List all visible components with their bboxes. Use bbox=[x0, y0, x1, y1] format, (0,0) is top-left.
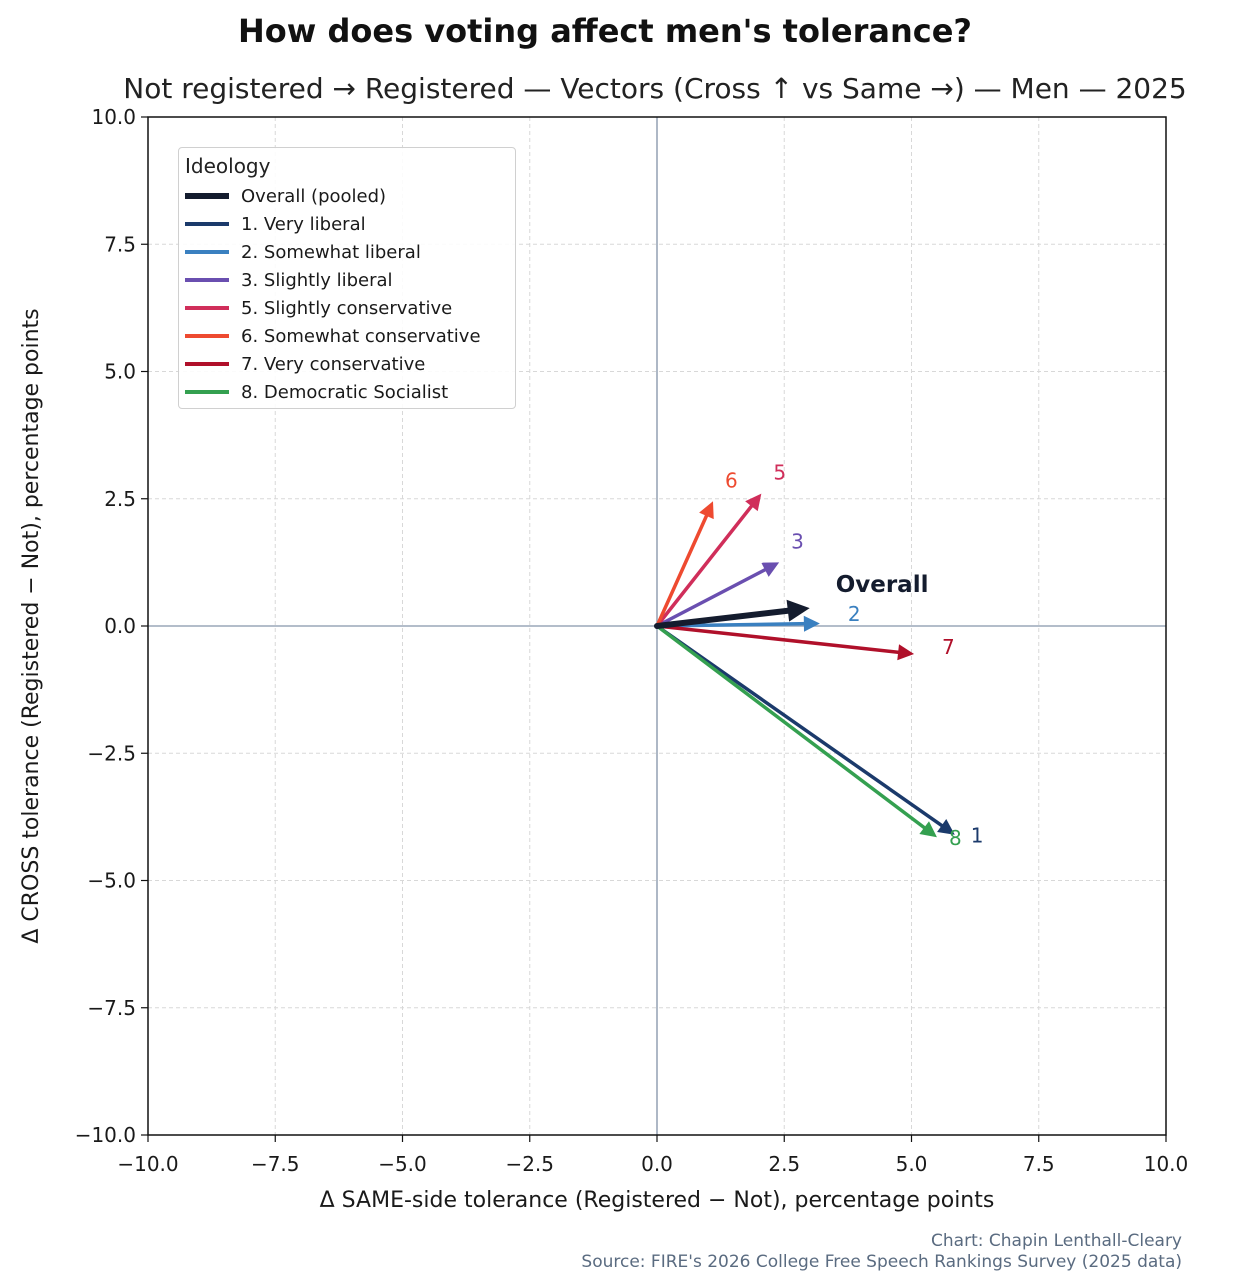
legend-label: 2. Somewhat liberal bbox=[241, 241, 421, 263]
y-tick-label: −7.5 bbox=[87, 996, 136, 1020]
vector-shaft bbox=[655, 566, 770, 628]
vector-label-7-very-conservative: 7 bbox=[942, 635, 955, 659]
vector-8-democratic-socialist bbox=[655, 624, 937, 838]
vector-label-3-slightly-liberal: 3 bbox=[791, 529, 804, 553]
vector-3-slightly-liberal bbox=[655, 562, 780, 628]
legend-item-2-somewhat-liberal: 2. Somewhat liberal bbox=[185, 238, 421, 266]
legend-swatch bbox=[185, 306, 229, 310]
legend-swatch bbox=[185, 250, 229, 254]
y-tick-label: 0.0 bbox=[104, 614, 136, 638]
legend-label: 5. Slightly conservative bbox=[241, 297, 453, 319]
vector-shaft bbox=[655, 511, 710, 628]
x-tick-label: −5.0 bbox=[378, 1152, 427, 1176]
vector-head bbox=[919, 821, 937, 838]
y-tick-label: 2.5 bbox=[104, 487, 136, 511]
y-tick-label: −10.0 bbox=[75, 1123, 136, 1147]
chart-subtitle: Not registered → Registered — Vectors (C… bbox=[123, 72, 1187, 105]
vector-shaft bbox=[655, 624, 929, 832]
vector-head bbox=[786, 599, 810, 622]
x-axis-label: Δ SAME-side tolerance (Registered − Not)… bbox=[320, 1188, 995, 1213]
vector-label-6-somewhat-conservative: 6 bbox=[725, 468, 738, 492]
vector-7-very-conservative bbox=[655, 624, 915, 661]
vector-label-5-slightly-conservative: 5 bbox=[773, 461, 786, 485]
vector-label-1-very-liberal: 1 bbox=[971, 824, 984, 848]
vector-head bbox=[937, 818, 955, 835]
legend-item-5-slightly-conservative: 5. Slightly conservative bbox=[185, 294, 452, 322]
legend-label: 1. Very liberal bbox=[241, 213, 366, 235]
x-tick-label: 5.0 bbox=[896, 1152, 928, 1176]
x-tick-label: 7.5 bbox=[1023, 1152, 1055, 1176]
y-axis-label: Δ CROSS tolerance (Registered − Not), pe… bbox=[19, 308, 44, 943]
legend: Ideology Overall (pooled) 1. Very liberal… bbox=[178, 147, 516, 409]
x-tick-label: 10.0 bbox=[1144, 1152, 1189, 1176]
chart-title: How does voting affect men's tolerance? bbox=[238, 12, 972, 50]
vector-6-somewhat-conservative bbox=[655, 501, 714, 628]
credit-author: Chart: Chapin Lenthall-Cleary bbox=[931, 1231, 1182, 1251]
axis-ticks: −10.0 −7.5 −5.0 −2.5 0.0 2.5 5.0 7.5 10.0−10.0−7… bbox=[75, 105, 1189, 1176]
credit: Chart: Chapin Lenthall-Cleary Source: FI… bbox=[581, 1231, 1182, 1273]
y-tick-label: −2.5 bbox=[87, 741, 136, 765]
vector-shaft bbox=[655, 501, 756, 628]
legend-item-8-democratic-socialist: 8. Democratic Socialist bbox=[185, 378, 448, 406]
x-tick-label: −7.5 bbox=[251, 1152, 300, 1176]
vector-labels: 1 2 3 5 6 7 8 Overall bbox=[725, 461, 984, 851]
vector-5-slightly-conservative bbox=[655, 493, 762, 628]
legend-swatch bbox=[185, 390, 229, 394]
vector-label-8-democratic-socialist: 8 bbox=[949, 826, 962, 850]
legend-title: Ideology bbox=[185, 154, 271, 178]
legend-label: 6. Somewhat conservative bbox=[241, 325, 481, 347]
x-tick-label: −10.0 bbox=[117, 1152, 178, 1176]
vector-shaft bbox=[655, 624, 947, 830]
legend-swatch bbox=[185, 222, 229, 226]
vector-label-overall-pooled: Overall bbox=[836, 572, 929, 598]
legend-label: 7. Very conservative bbox=[241, 353, 426, 375]
vector-head bbox=[761, 562, 780, 577]
legend-label: 3. Slightly liberal bbox=[241, 269, 393, 291]
vector-label-2-somewhat-liberal: 2 bbox=[848, 602, 861, 626]
vector-head bbox=[699, 501, 714, 520]
legend-item-6-somewhat-conservative: 6. Somewhat conservative bbox=[185, 322, 481, 350]
x-tick-label: −2.5 bbox=[505, 1152, 554, 1176]
legend-swatch bbox=[185, 334, 229, 338]
vector-head bbox=[897, 644, 915, 661]
vector-shaft bbox=[654, 607, 796, 629]
y-tick-label: 5.0 bbox=[104, 360, 136, 384]
y-tick-label: −5.0 bbox=[87, 869, 136, 893]
vector-1-very-liberal bbox=[655, 624, 955, 835]
legend-item-7-very-conservative: 7. Very conservative bbox=[185, 350, 425, 378]
legend-swatch bbox=[185, 278, 229, 282]
legend-item-overall-pooled: Overall (pooled) bbox=[185, 182, 386, 210]
legend-swatch bbox=[185, 193, 229, 199]
legend-swatch bbox=[185, 362, 229, 366]
vector-head bbox=[803, 615, 820, 632]
y-tick-label: 7.5 bbox=[104, 232, 136, 256]
y-tick-label: 10.0 bbox=[91, 105, 136, 129]
vector-head bbox=[745, 493, 762, 512]
vectors bbox=[654, 493, 955, 838]
legend-label: Overall (pooled) bbox=[241, 185, 387, 207]
vector-shaft bbox=[655, 624, 904, 655]
legend-item-1-very-liberal: 1. Very liberal bbox=[185, 210, 366, 238]
credit-source: Source: FIRE's 2026 College Free Speech … bbox=[581, 1252, 1182, 1272]
legend-label: 8. Democratic Socialist bbox=[241, 381, 449, 403]
legend-item-3-slightly-liberal: 3. Slightly liberal bbox=[185, 266, 393, 294]
x-tick-label: 2.5 bbox=[768, 1152, 800, 1176]
vector-overall-pooled bbox=[654, 599, 810, 629]
x-tick-label: 0.0 bbox=[641, 1152, 673, 1176]
